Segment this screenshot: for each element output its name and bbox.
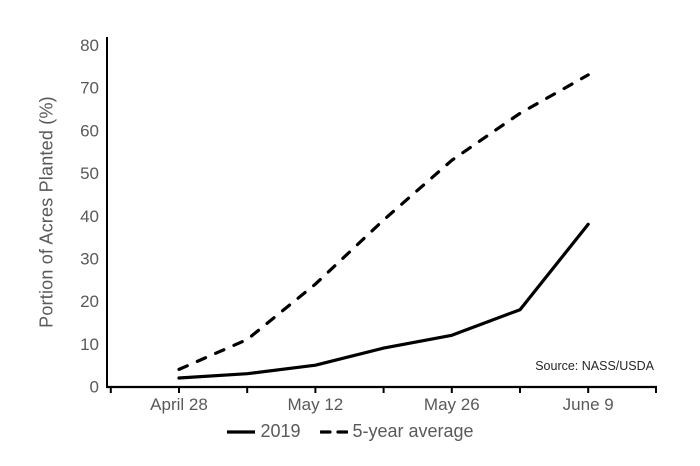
y-tick-label-0: 0	[90, 378, 99, 397]
series-line-2019	[177, 222, 590, 380]
y-tick-label-80: 80	[80, 36, 99, 55]
source-attribution: Source: NASS/USDA	[535, 359, 654, 373]
chart-legend: 2019 5-year average	[0, 421, 700, 442]
x-tick-label-may-26: May 26	[424, 395, 480, 414]
y-axis-title: Portion of Acres Planted (%)	[36, 96, 57, 328]
legend-item-2019: 2019	[226, 421, 300, 442]
y-tick-label-40: 40	[80, 207, 99, 226]
x-tick-label-june-9: June 9	[563, 395, 614, 414]
legend-item-5-year-average: 5-year average	[320, 421, 474, 442]
y-tick-label-20: 20	[80, 292, 99, 311]
y-tick-label-50: 50	[80, 164, 99, 183]
dashed-line-icon	[320, 429, 349, 434]
y-tick-label-70: 70	[80, 79, 99, 98]
x-tick-label-april-28: April 28	[150, 395, 208, 414]
legend-label-5-year-average: 5-year average	[352, 421, 474, 441]
series-line-5-year-average	[177, 73, 590, 371]
legend-label-2019: 2019	[260, 421, 301, 441]
y-tick-label-30: 30	[80, 249, 99, 268]
y-tick-label-60: 60	[80, 121, 99, 140]
y-tick-label-10: 10	[80, 335, 99, 354]
solid-line-icon	[227, 429, 256, 434]
x-tick-label-may-12: May 12	[288, 395, 344, 414]
